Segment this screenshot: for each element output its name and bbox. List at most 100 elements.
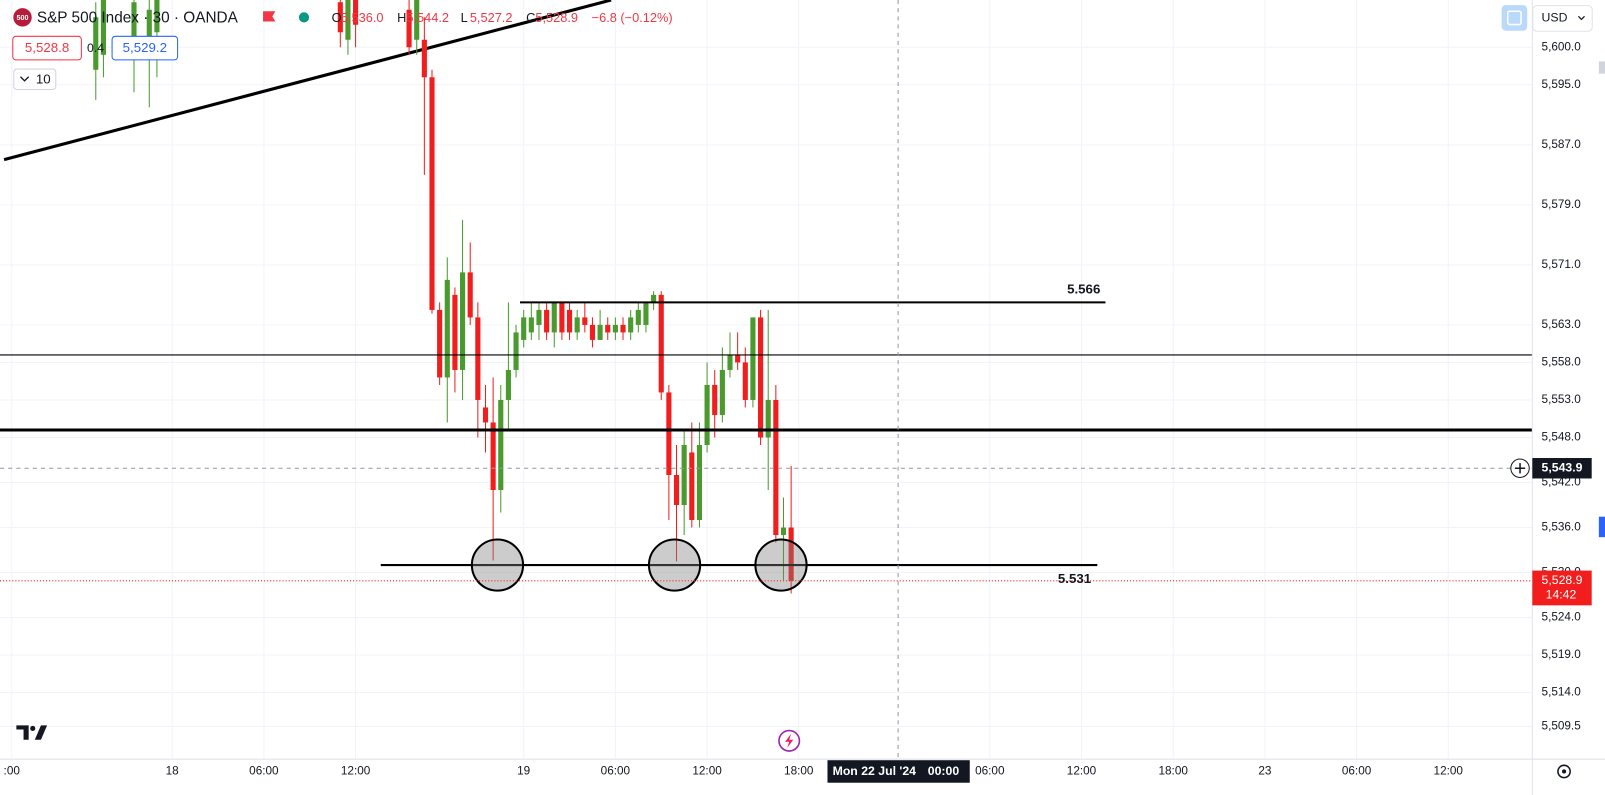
x-tick-label: 18:00 <box>1158 765 1188 778</box>
candle-body <box>704 384 710 445</box>
candle-body <box>673 474 680 506</box>
trend-line <box>3 0 612 162</box>
x-tick-label: 19 <box>517 765 530 778</box>
ohlc-legend: O 5,536.0 H 5,544.2 L 5,527.2 C 5,528.9 <box>332 10 578 25</box>
y-tick-label: 5,600.0 <box>1542 40 1582 53</box>
candle-body <box>93 17 99 70</box>
candle-body <box>628 317 634 333</box>
x-tick-label: 06:00 <box>249 765 279 778</box>
candle-body <box>574 317 580 333</box>
x-tick-label: 18 <box>166 765 180 778</box>
spread: 0.4 <box>87 41 104 55</box>
candle-body <box>689 452 695 521</box>
candle-body <box>696 444 702 521</box>
ohlc-key: C <box>526 10 535 25</box>
last-price: 5,528.9 <box>1542 573 1583 587</box>
x-tick-label: 18:00 <box>784 765 814 778</box>
volume-toggle[interactable] <box>13 68 57 91</box>
highlight-circle <box>470 538 525 592</box>
side-handle[interactable] <box>1598 516 1605 538</box>
candle-body <box>735 354 741 363</box>
candle-body <box>482 407 489 423</box>
flag-icon[interactable] <box>263 11 276 22</box>
candle-body <box>505 369 511 400</box>
candle-body <box>345 0 351 40</box>
x-tick-label: 12:00 <box>692 765 722 778</box>
candle-body <box>780 527 787 536</box>
scroll-handle[interactable] <box>1598 61 1605 74</box>
candle-body <box>566 309 573 333</box>
x-tick-label: 12:00 <box>341 765 371 778</box>
candle-body <box>536 309 542 325</box>
y-tick-label: 5,509.5 <box>1542 719 1582 732</box>
y-tick-label: 5,579.0 <box>1542 198 1582 211</box>
x-tick-label: 12:00 <box>1434 765 1464 778</box>
x-tick-label: 06:00 <box>601 765 631 778</box>
sell-button[interactable] <box>12 35 82 61</box>
settings-icon[interactable] <box>1557 764 1571 779</box>
tv-logo[interactable] <box>16 725 48 740</box>
candle-body <box>658 294 664 393</box>
ohlc-key: O <box>332 10 342 25</box>
candle-body <box>750 317 756 400</box>
candle-body <box>559 302 565 333</box>
candle-body <box>742 362 748 400</box>
chevron <box>1577 15 1585 21</box>
candle-body <box>666 392 672 475</box>
candle-body <box>681 444 687 506</box>
crosshair-time-box <box>827 760 970 783</box>
x-tick-label: 12:00 <box>1067 765 1097 778</box>
candle-body <box>582 317 588 325</box>
overlay: 5.566 5.531 Mon 22 Jul '24 00:00 5,543.9 5,52… <box>827 282 1592 783</box>
candle-body <box>612 324 618 333</box>
candle-body <box>544 309 550 333</box>
buy-button[interactable] <box>111 35 179 61</box>
plus <box>1514 463 1526 474</box>
logo-part <box>34 725 48 740</box>
logo-part <box>16 725 29 740</box>
auto-scale-button[interactable] <box>1501 5 1528 31</box>
symbol-title[interactable]: S&P 500 Index · 30 · OANDA <box>37 9 239 26</box>
highlight-circle <box>647 538 702 592</box>
candle-body <box>597 324 603 340</box>
candle-body <box>429 77 435 310</box>
candle-body <box>452 294 458 370</box>
level-label: 5.566 <box>1067 282 1100 297</box>
x-tick-label: :00 <box>4 765 21 778</box>
candle-body <box>773 399 779 536</box>
candle-body <box>498 399 504 491</box>
candle-body <box>727 354 733 370</box>
crosshair-price-box <box>1532 458 1592 479</box>
candle-body <box>467 272 473 318</box>
y-tick-label: 5,563.0 <box>1542 318 1582 331</box>
y-tick-label: 5,519.0 <box>1542 648 1582 661</box>
y-tick-label: 5,542.0 <box>1542 476 1582 489</box>
currency-button[interactable] <box>1532 5 1593 32</box>
candle-body <box>635 309 641 325</box>
bid-price: 5,528.8 <box>25 40 69 55</box>
candle-body <box>765 399 771 438</box>
y-tick-label: 5,524.0 <box>1542 611 1582 624</box>
change: −6.8 (−0.12%) <box>592 10 673 25</box>
candle-body <box>146 9 152 40</box>
candle-body <box>337 2 343 33</box>
candle-body <box>475 317 481 400</box>
ohlc-value: 5,536.0 <box>341 10 384 25</box>
volume-value: 10 <box>36 71 51 86</box>
highlight-circle <box>754 538 808 592</box>
symbol-logo[interactable] <box>13 8 32 27</box>
candle-body <box>589 324 596 340</box>
candle-body <box>651 294 657 303</box>
candle-body <box>131 2 137 48</box>
auto-icon <box>1506 10 1522 26</box>
x-tick-label: 23 <box>1258 765 1272 778</box>
candle-body <box>353 0 359 25</box>
market-status[interactable] <box>298 12 310 23</box>
candle-body <box>421 39 427 78</box>
candle-body <box>100 0 106 55</box>
candle-body <box>605 324 611 333</box>
ask-price: 5,529.2 <box>123 40 167 55</box>
candle-body <box>154 0 160 33</box>
